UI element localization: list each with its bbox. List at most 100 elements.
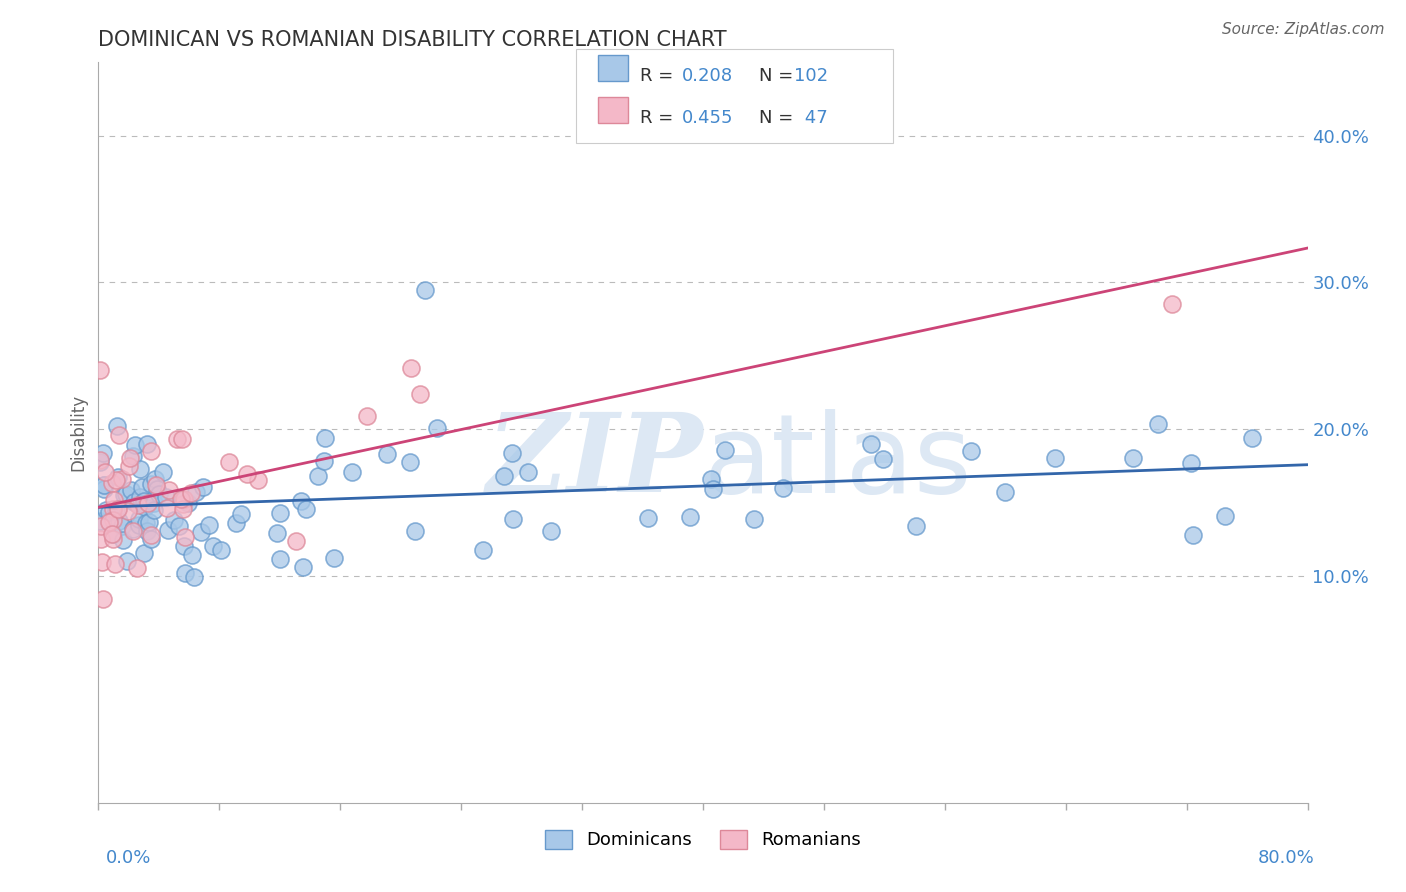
Point <box>170 492 193 507</box>
Point <box>104 473 127 487</box>
Text: Source: ZipAtlas.com: Source: ZipAtlas.com <box>1222 22 1385 37</box>
Point <box>127 498 149 512</box>
Point <box>177 496 200 510</box>
Point <box>103 501 125 516</box>
Point <box>141 444 163 458</box>
Point <box>103 526 125 541</box>
Point <box>173 492 195 507</box>
Point <box>399 360 422 375</box>
Point <box>404 524 426 539</box>
Point <box>89 453 111 467</box>
Point <box>180 485 202 500</box>
Point <box>93 477 115 491</box>
Point <box>409 387 432 401</box>
Text: N =: N = <box>759 67 799 85</box>
Point <box>101 527 124 541</box>
Point <box>143 495 166 509</box>
Point <box>103 493 125 508</box>
Point <box>1122 451 1144 466</box>
Point <box>91 555 114 569</box>
Point <box>163 513 186 527</box>
Point <box>375 447 398 461</box>
Point <box>152 465 174 479</box>
Point <box>129 462 152 476</box>
Point <box>170 491 193 506</box>
Point <box>156 523 179 537</box>
Point <box>742 511 765 525</box>
Point <box>145 477 167 491</box>
Point <box>135 524 157 539</box>
Point <box>115 554 138 568</box>
Point <box>356 409 378 424</box>
Point <box>172 502 194 516</box>
Point <box>399 454 422 468</box>
Point <box>229 507 252 521</box>
Point <box>502 512 524 526</box>
Point <box>112 488 135 502</box>
Point <box>994 485 1017 500</box>
Point <box>143 503 166 517</box>
Point <box>173 539 195 553</box>
Point <box>118 458 141 473</box>
Point <box>184 485 207 500</box>
Point <box>111 519 134 533</box>
Point <box>132 494 155 508</box>
Y-axis label: Disability: Disability <box>69 394 87 471</box>
Point <box>139 477 162 491</box>
Point <box>93 478 115 492</box>
Point <box>107 470 129 484</box>
Point <box>872 451 894 466</box>
Point <box>290 494 312 508</box>
Point <box>700 472 723 486</box>
Legend: Dominicans, Romanians: Dominicans, Romanians <box>538 823 868 856</box>
Point <box>225 516 247 530</box>
Point <box>285 533 308 548</box>
Point <box>89 455 111 469</box>
Point <box>516 465 538 479</box>
Point <box>235 467 257 481</box>
Point <box>98 515 121 529</box>
Point <box>110 472 132 486</box>
Point <box>190 524 212 539</box>
Point <box>101 476 124 491</box>
Point <box>93 482 115 496</box>
Text: 47: 47 <box>799 109 827 127</box>
Point <box>172 433 194 447</box>
Point <box>122 524 145 538</box>
Point <box>136 436 159 450</box>
Point <box>772 481 794 495</box>
Point <box>90 519 112 533</box>
Point <box>104 557 127 571</box>
Point <box>174 566 197 581</box>
Point <box>291 560 314 574</box>
Point <box>94 502 117 516</box>
Text: 102: 102 <box>794 67 828 85</box>
Point <box>1181 528 1204 542</box>
Point <box>127 561 149 575</box>
Point <box>104 504 127 518</box>
Point <box>155 490 177 504</box>
Point <box>1146 417 1168 431</box>
Point <box>905 519 928 533</box>
Point <box>201 539 224 553</box>
Point <box>128 511 150 525</box>
Point <box>91 592 114 607</box>
Point <box>637 511 659 525</box>
Point <box>108 427 131 442</box>
Text: 0.0%: 0.0% <box>105 849 150 867</box>
Point <box>266 525 288 540</box>
Point <box>314 431 336 445</box>
Point <box>107 514 129 528</box>
Point <box>246 473 269 487</box>
Point <box>174 530 197 544</box>
Point <box>98 505 121 519</box>
Point <box>426 421 449 435</box>
Point <box>183 570 205 584</box>
Point <box>94 465 117 479</box>
Text: N =: N = <box>759 109 799 127</box>
Point <box>714 443 737 458</box>
Point <box>169 518 191 533</box>
Point <box>136 495 159 509</box>
Point <box>166 432 188 446</box>
Point <box>146 483 169 497</box>
